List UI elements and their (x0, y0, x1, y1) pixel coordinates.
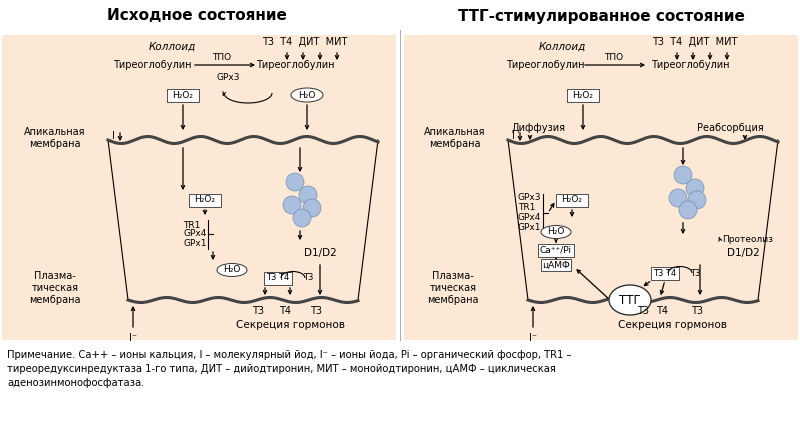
Ellipse shape (217, 263, 247, 276)
Bar (651, 266, 679, 279)
Text: Исходное состояние: Исходное состояние (107, 9, 287, 23)
Bar (189, 194, 221, 207)
Text: Коллоид: Коллоид (538, 42, 586, 52)
Ellipse shape (291, 88, 323, 102)
Text: ТПО: ТПО (605, 53, 623, 62)
Ellipse shape (541, 226, 571, 239)
Text: Апикальная
мембрана: Апикальная мембрана (424, 127, 486, 149)
Text: Реабсорбция: Реабсорбция (697, 123, 763, 133)
Bar (541, 259, 571, 271)
Text: Т4: Т4 (656, 306, 668, 316)
Text: Примечание. Ca++ – ионы кальция, I – молекулярный йод, I⁻ – ионы йода, Pi – орга: Примечание. Ca++ – ионы кальция, I – мол… (7, 350, 571, 360)
Text: Диффузия: Диффузия (511, 123, 565, 133)
Text: GPx4: GPx4 (518, 214, 542, 223)
Text: I⁻: I⁻ (529, 333, 537, 343)
Text: GPx1: GPx1 (518, 224, 542, 233)
Text: GPx4: GPx4 (183, 230, 206, 239)
Circle shape (293, 209, 311, 227)
Circle shape (283, 196, 301, 214)
Text: Тиреоглобулин: Тиреоглобулин (506, 60, 584, 70)
Text: GPx1: GPx1 (183, 239, 206, 247)
Text: Плазма-
тическая
мембрана: Плазма- тическая мембрана (427, 271, 478, 305)
Text: ТТГ: ТТГ (619, 293, 641, 306)
Bar (556, 194, 588, 207)
Bar (264, 272, 292, 285)
Text: Т3  Т4  ДИТ  МИТ: Т3 Т4 ДИТ МИТ (262, 37, 348, 47)
Text: H₂O₂: H₂O₂ (173, 91, 194, 99)
Text: TR1: TR1 (518, 204, 535, 213)
Text: Т3: Т3 (252, 306, 264, 316)
Bar (167, 89, 199, 102)
Text: Т3 Т4: Т3 Т4 (654, 269, 677, 277)
Bar (538, 243, 574, 256)
Text: Тиреоглобулин: Тиреоглобулин (650, 60, 730, 70)
Text: Апикальная
мембрана: Апикальная мембрана (24, 127, 86, 149)
Circle shape (669, 189, 687, 207)
Text: Т3: Т3 (690, 269, 700, 277)
Text: GPx3: GPx3 (216, 73, 240, 82)
Bar (0, 342, 800, 434)
Text: H₂O₂: H₂O₂ (573, 91, 594, 99)
Circle shape (686, 179, 704, 197)
Text: цАМФ: цАМФ (542, 260, 570, 270)
Text: аденозинмонофосфатаза.: аденозинмонофосфатаза. (7, 378, 144, 388)
Text: Т3 Т4: Т3 Т4 (266, 273, 290, 283)
Text: Т3  Т4  ДИТ  МИТ: Т3 Т4 ДИТ МИТ (652, 37, 738, 47)
Text: H₂O₂: H₂O₂ (562, 195, 582, 204)
Bar (567, 89, 599, 102)
Bar (2, 35, 396, 340)
Text: Секреция гормонов: Секреция гормонов (618, 320, 726, 330)
Text: Коллоид: Коллоид (148, 42, 196, 52)
Text: Протеолиз: Протеолиз (722, 236, 773, 244)
Text: Тиреоглобулин: Тиреоглобулин (256, 60, 334, 70)
Circle shape (688, 191, 706, 209)
Text: тиреоредуксинредуктаза 1-го типа, ДИТ – дийодтиронин, МИТ – монойодтиронин, цАМФ: тиреоредуксинредуктаза 1-го типа, ДИТ – … (7, 364, 556, 374)
Text: GPx3: GPx3 (518, 194, 542, 203)
Circle shape (299, 186, 317, 204)
Text: D1/D2: D1/D2 (727, 248, 760, 258)
Text: D1/D2: D1/D2 (304, 248, 336, 258)
Text: TR1: TR1 (183, 220, 200, 230)
Bar (404, 35, 798, 340)
Circle shape (674, 166, 692, 184)
Text: I: I (111, 131, 114, 141)
Text: Т3: Т3 (637, 306, 649, 316)
Circle shape (679, 201, 697, 219)
Text: Плазма-
тическая
мембрана: Плазма- тическая мембрана (30, 271, 81, 305)
Circle shape (303, 199, 321, 217)
Text: I: I (511, 131, 514, 141)
Text: Тиреоглобулин: Тиреоглобулин (113, 60, 191, 70)
Circle shape (286, 173, 304, 191)
Text: Т3: Т3 (303, 273, 313, 283)
Text: ТПО: ТПО (213, 53, 231, 62)
Text: ТТГ-стимулированное состояние: ТТГ-стимулированное состояние (458, 9, 745, 23)
Text: Т4: Т4 (279, 306, 291, 316)
Text: Т3: Т3 (691, 306, 703, 316)
Text: I⁻: I⁻ (129, 333, 137, 343)
Text: Т3: Т3 (310, 306, 322, 316)
Text: H₂O: H₂O (298, 91, 316, 99)
Text: Секреция гормонов: Секреция гормонов (235, 320, 345, 330)
Text: H₂O₂: H₂O₂ (194, 195, 215, 204)
Ellipse shape (609, 285, 651, 315)
Text: H₂O: H₂O (223, 266, 241, 274)
Text: H₂O: H₂O (547, 227, 565, 237)
Text: Ca⁺⁺/Pi: Ca⁺⁺/Pi (540, 246, 572, 254)
